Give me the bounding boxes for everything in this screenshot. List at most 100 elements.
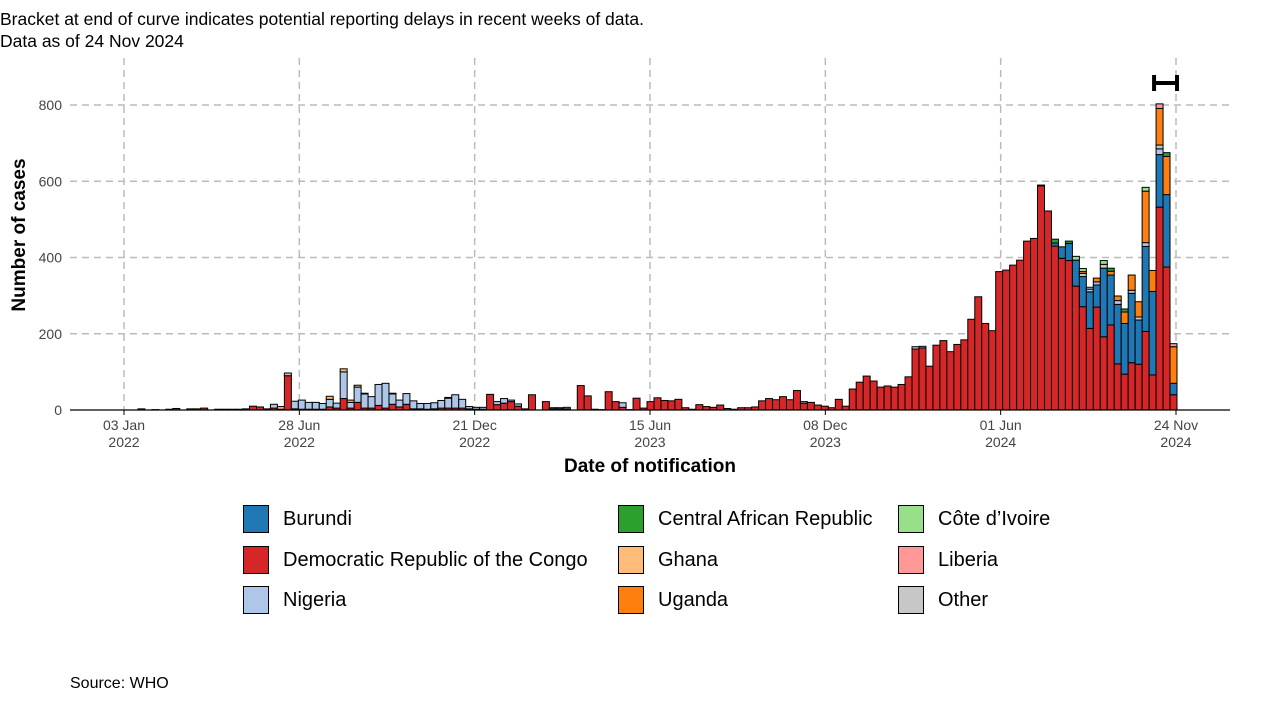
x-tick-label-year: 2023 xyxy=(810,434,841,450)
bar-segment-nigeria xyxy=(353,386,362,403)
x-tick-label-year: 2023 xyxy=(634,434,665,450)
bar-segment-democratic-republic-of-the-congo xyxy=(946,351,955,411)
x-tick-label-day: 03 Jan xyxy=(103,417,145,433)
data-date-note: Data as of 24 Nov 2024 xyxy=(0,31,184,51)
bar-segment-burundi xyxy=(1113,303,1122,365)
bar-segment-democratic-republic-of-the-congo xyxy=(876,386,885,411)
legend-label: Côte d’Ivoire xyxy=(938,507,1051,530)
bar-segment-democratic-republic-of-the-congo xyxy=(674,398,683,411)
bar-segment-democratic-republic-of-the-congo xyxy=(339,398,348,411)
bar-segment-democratic-republic-of-the-congo xyxy=(541,401,550,411)
bar-segment-nigeria xyxy=(493,401,502,406)
bar-segment-democratic-republic-of-the-congo xyxy=(974,296,983,411)
bar-segment-democratic-republic-of-the-congo xyxy=(486,393,495,411)
bar-segment-nigeria xyxy=(444,397,453,409)
bar-segment-democratic-republic-of-the-congo xyxy=(1023,240,1032,411)
bar-segment-c-te-d-ivoire xyxy=(1099,260,1108,265)
legend-swatch xyxy=(898,546,924,574)
bar-segment-democratic-republic-of-the-congo xyxy=(855,381,864,411)
x-axis-title: Date of notification xyxy=(564,456,736,477)
y-axis-title: Number of cases xyxy=(9,158,30,311)
legend-label: Ghana xyxy=(658,548,719,571)
bar-segment-nigeria xyxy=(332,402,341,409)
bar-segment-democratic-republic-of-the-congo xyxy=(779,396,787,411)
bar-segment-nigeria xyxy=(374,383,383,406)
bar-segment-nigeria xyxy=(423,403,432,410)
legend-item-burundi: Burundi xyxy=(243,505,352,533)
bar-segment-liberia xyxy=(1169,343,1178,348)
legend-label: Burundi xyxy=(283,507,352,530)
bar-segment-uganda xyxy=(1141,190,1150,244)
bar-segment-nigeria xyxy=(402,393,411,405)
bar-segment-democratic-republic-of-the-congo xyxy=(918,347,927,411)
bar-segment-nigeria xyxy=(290,400,299,410)
bar-segment-nigeria xyxy=(479,406,488,410)
bar-segment-nigeria xyxy=(297,399,306,410)
bar-segment-uganda xyxy=(1148,269,1157,292)
bar-segment-democratic-republic-of-the-congo xyxy=(897,383,906,411)
bar-segment-democratic-republic-of-the-congo xyxy=(374,404,383,411)
bar-segment-nigeria xyxy=(304,401,313,410)
bar-segment-democratic-republic-of-the-congo xyxy=(834,398,843,411)
legend-label: Nigeria xyxy=(283,588,347,611)
bar-segment-democratic-republic-of-the-congo xyxy=(806,401,815,411)
bar-segment-burundi xyxy=(1071,259,1080,287)
bar-segment-other xyxy=(1085,286,1094,290)
bar-segment-democratic-republic-of-the-congo xyxy=(1113,363,1122,411)
bar-segment-burundi xyxy=(1169,382,1178,396)
bar-segment-democratic-republic-of-the-congo xyxy=(939,340,948,411)
bar-segment-ghana xyxy=(276,406,285,410)
x-tick-label-year: 2024 xyxy=(985,434,1016,450)
bar-segment-uganda xyxy=(1162,155,1171,196)
bar-segment-nigeria xyxy=(318,403,327,410)
bar-segment-ghana xyxy=(353,384,362,388)
bar-segment-nigeria xyxy=(269,403,278,409)
bar-segment-democratic-republic-of-the-congo xyxy=(799,402,808,411)
bar-segment-democratic-republic-of-the-congo xyxy=(604,391,613,411)
bar-segment-burundi xyxy=(1162,194,1171,268)
bar-segment-democratic-republic-of-the-congo xyxy=(1085,327,1094,411)
bar-segment-ghana xyxy=(325,395,334,400)
bar-segment-ghana xyxy=(388,392,397,395)
bar-segment-nigeria xyxy=(1141,242,1150,247)
bar-segment-democratic-republic-of-the-congo xyxy=(583,395,592,411)
bar-segment-democratic-republic-of-the-congo xyxy=(911,348,920,411)
x-tick-label-day: 01 Jun xyxy=(980,417,1022,433)
legend-label: Other xyxy=(938,588,989,611)
bar-segment-burundi xyxy=(1078,276,1087,308)
bar-segment-democratic-republic-of-the-congo xyxy=(758,400,767,411)
bar-segment-democratic-republic-of-the-congo xyxy=(388,403,397,411)
legend-swatch xyxy=(618,505,644,533)
bar-segment-uganda xyxy=(1134,301,1143,318)
bar-segment-nigeria xyxy=(395,399,404,408)
bar-segment-democratic-republic-of-the-congo xyxy=(646,401,655,411)
bar-segment-democratic-republic-of-the-congo xyxy=(1169,394,1178,411)
bar-segment-democratic-republic-of-the-congo xyxy=(1106,324,1115,411)
legend-swatch xyxy=(618,546,644,574)
bar-segment-democratic-republic-of-the-congo xyxy=(848,388,857,411)
bar-segment-nigeria xyxy=(437,399,446,409)
bar-segment-democratic-republic-of-the-congo xyxy=(960,339,969,411)
bar-segment-central-african-republic xyxy=(1120,308,1129,313)
legend-item-nigeria: Nigeria xyxy=(243,586,346,614)
bar-segment-democratic-republic-of-the-congo xyxy=(953,343,962,411)
y-tick-label: 0 xyxy=(54,402,62,418)
legend-label: Uganda xyxy=(658,588,729,611)
bar-segment-democratic-republic-of-the-congo xyxy=(1009,264,1018,411)
bar-segment-democratic-republic-of-the-congo xyxy=(995,271,1004,411)
legend-item-drc: Democratic Republic of the Congo xyxy=(243,546,588,574)
bar-segment-democratic-republic-of-the-congo xyxy=(527,394,536,411)
legend-item-other: Other xyxy=(898,586,988,614)
bar-segment-nigeria xyxy=(458,398,467,409)
bar-segment-burundi xyxy=(1099,267,1108,338)
bar-segment-democratic-republic-of-the-congo xyxy=(765,398,774,411)
bar-segment-nigeria xyxy=(346,401,355,409)
bar-segment-democratic-republic-of-the-congo xyxy=(1071,285,1080,411)
bar-segment-democratic-republic-of-the-congo xyxy=(507,401,516,411)
bar-segment-nigeria xyxy=(500,398,509,404)
bar-segment-burundi xyxy=(1085,291,1094,329)
legend-swatch xyxy=(243,505,269,533)
bar-segment-democratic-republic-of-the-congo xyxy=(1134,363,1143,411)
x-tick-label-year: 2022 xyxy=(108,434,139,450)
